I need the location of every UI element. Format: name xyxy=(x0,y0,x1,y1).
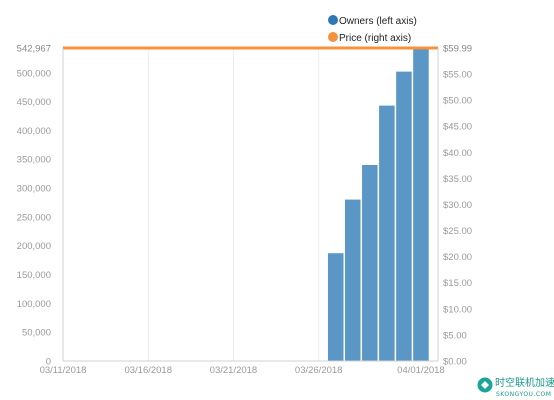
left-tick-label: 450,000 xyxy=(17,97,51,108)
watermark: 时空联机加速器 SKONGYOU.COM xyxy=(477,376,554,398)
legend-label-owners: Owners (left axis) xyxy=(339,16,417,27)
owners-bar-2018-03-30[interactable] xyxy=(379,105,395,362)
right-tick-label: $40.00 xyxy=(443,148,472,159)
owners-bar-2018-03-27[interactable] xyxy=(327,253,344,361)
owners-bar-2018-03-31[interactable] xyxy=(396,71,412,361)
chart-axes xyxy=(62,48,439,362)
left-tick-label: 0 xyxy=(46,357,51,368)
legend: Owners (left axis) Price (right axis) xyxy=(328,15,417,44)
right-max-label: $59.99 xyxy=(443,44,472,55)
watermark-url: SKONGYOU.COM xyxy=(496,391,551,398)
left-tick-label: 350,000 xyxy=(17,155,51,166)
owners-bar-2018-04-01[interactable] xyxy=(413,48,429,361)
right-tick-label: $55.00 xyxy=(443,70,472,81)
left-tick-label: 500,000 xyxy=(17,68,51,79)
right-tick-label: $30.00 xyxy=(443,200,472,211)
x-tick-label: 03/21/2018 xyxy=(210,365,258,376)
x-tick-label: 03/11/2018 xyxy=(40,365,87,376)
right-tick-label: $45.00 xyxy=(443,122,472,133)
right-tick-label: $25.00 xyxy=(443,226,472,237)
left-tick-label: 200,000 xyxy=(17,241,51,252)
left-tick-label: 100,000 xyxy=(17,299,51,310)
watermark-logo-mark xyxy=(481,381,489,389)
left-tick-label: 150,000 xyxy=(17,270,51,281)
watermark-name: 时空联机加速器 xyxy=(495,376,554,389)
x-tick-label: 04/01/2018 xyxy=(397,365,445,376)
legend-entry-price[interactable]: Price (right axis) xyxy=(328,32,411,44)
right-tick-label: $10.00 xyxy=(443,304,472,315)
x-axis-ticks: 03/11/2018 03/16/2018 03/21/2018 03/26/2018… xyxy=(40,365,445,376)
legend-label-price: Price (right axis) xyxy=(339,33,411,44)
legend-entry-owners[interactable]: Owners (left axis) xyxy=(328,15,417,27)
left-tick-label: 400,000 xyxy=(17,126,51,137)
right-tick-label: $20.00 xyxy=(443,252,472,263)
right-tick-label: $50.00 xyxy=(443,96,472,107)
x-tick-label: 03/16/2018 xyxy=(124,365,172,376)
right-tick-label: $15.00 xyxy=(443,278,472,289)
right-tick-label: $35.00 xyxy=(443,174,472,185)
owners-bars xyxy=(327,48,429,362)
right-tick-label: $0.00 xyxy=(443,357,467,368)
left-max-label: 542,967 xyxy=(17,44,51,55)
owners-bar-2018-03-28[interactable] xyxy=(345,199,361,361)
left-axis-ticks: 0 50,000 100,000 150,000 200,000 250,000 300,0… xyxy=(17,44,51,368)
legend-swatch-owners xyxy=(328,15,338,25)
right-tick-label: $5.00 xyxy=(443,330,467,341)
owners-bar-2018-03-29[interactable] xyxy=(362,165,378,361)
left-tick-label: 300,000 xyxy=(17,184,51,195)
x-tick-label: 03/26/2018 xyxy=(295,365,343,376)
left-tick-label: 250,000 xyxy=(17,212,51,223)
left-tick-label: 50,000 xyxy=(22,328,51,339)
legend-swatch-price xyxy=(328,32,338,42)
right-axis-ticks: $0.00 $5.00 $10.00 $15.00 $20.00 $25.00 $30.00… xyxy=(443,44,472,368)
